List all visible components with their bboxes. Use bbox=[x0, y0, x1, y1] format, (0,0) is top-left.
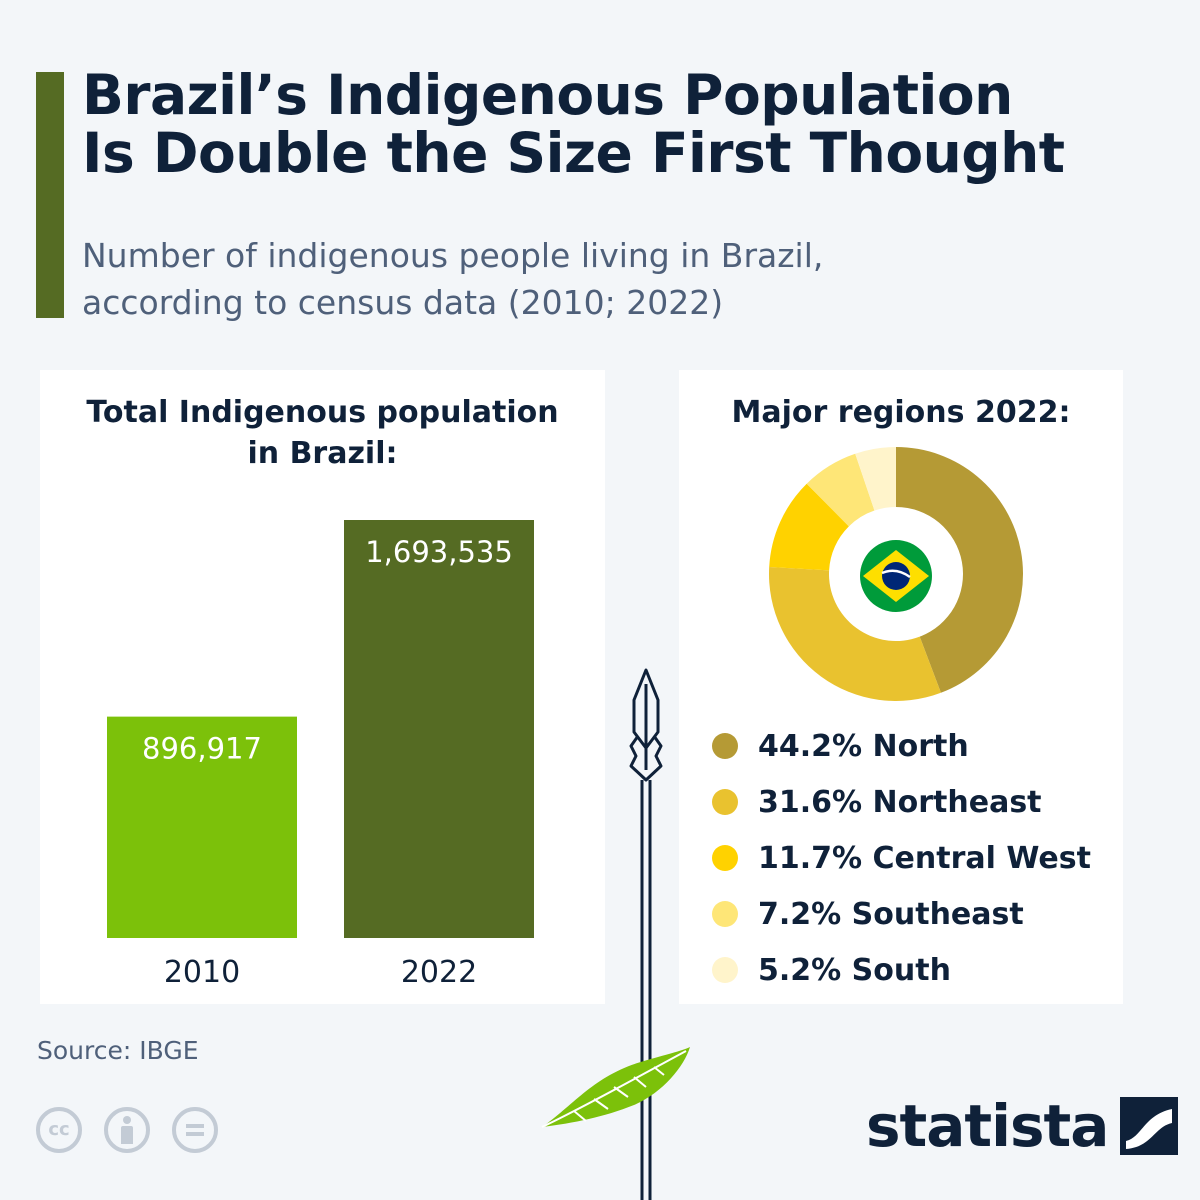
spear-icon bbox=[629, 668, 663, 1200]
license-icons bbox=[36, 1107, 240, 1153]
x-tick-label: 2010 bbox=[164, 955, 240, 990]
statista-logo-icon bbox=[1120, 1097, 1179, 1155]
legend-swatch bbox=[712, 901, 738, 927]
legend-item: 11.7% Central West bbox=[712, 830, 1091, 886]
brand-name: statista bbox=[866, 1092, 1109, 1160]
legend-item: 31.6% Northeast bbox=[712, 774, 1091, 830]
bar-chart-title-line-2: in Brazil: bbox=[247, 436, 398, 471]
page-title-line-1: Brazil’s Indigenous Population bbox=[82, 63, 1013, 127]
legend-item: 44.2% North bbox=[712, 718, 1091, 774]
legend-swatch bbox=[712, 845, 738, 871]
bar-value-label: 1,693,535 bbox=[365, 535, 513, 569]
legend-label: 11.7% Central West bbox=[758, 840, 1091, 876]
bar-2022 bbox=[344, 520, 534, 938]
page-title: Brazil’s Indigenous Population Is Double… bbox=[82, 66, 1182, 182]
bar-chart: 896,917 2010 1,693,535 2022 bbox=[107, 520, 534, 990]
bar-chart-title: Total Indigenous population in Brazil: bbox=[40, 392, 605, 474]
legend-swatch bbox=[712, 789, 738, 815]
x-tick-label: 2022 bbox=[401, 955, 477, 990]
donut-slice-south bbox=[855, 447, 896, 511]
legend-swatch bbox=[712, 957, 738, 983]
attribution-icon[interactable] bbox=[104, 1107, 150, 1153]
page-subtitle-line-2: according to census data (2010; 2022) bbox=[82, 283, 724, 322]
page-subtitle-line-1: Number of indigenous people living in Br… bbox=[82, 236, 824, 275]
donut-slice-northeast bbox=[769, 567, 941, 701]
donut-slice-southeast bbox=[806, 453, 875, 527]
legend-label: 5.2% South bbox=[758, 952, 951, 988]
source-note: Source: IBGE bbox=[37, 1036, 199, 1065]
bar-2010 bbox=[107, 716, 297, 938]
donut-legend: 44.2% North 31.6% Northeast 11.7% Central … bbox=[712, 718, 1091, 998]
brazil-flag-icon bbox=[860, 540, 932, 612]
page-title-line-2: Is Double the Size First Thought bbox=[82, 121, 1065, 185]
legend-item: 5.2% South bbox=[712, 942, 1091, 998]
legend-label: 44.2% North bbox=[758, 728, 969, 764]
donut-slice-north bbox=[896, 447, 1024, 693]
feather-icon bbox=[541, 1047, 690, 1128]
legend-swatch bbox=[712, 733, 738, 759]
statista-logo[interactable]: statista bbox=[866, 1092, 1179, 1160]
legend-label: 31.6% Northeast bbox=[758, 784, 1042, 820]
donut-slice-central-west bbox=[769, 483, 849, 571]
page-subtitle: Number of indigenous people living in Br… bbox=[82, 232, 1182, 326]
bar-chart-title-line-1: Total Indigenous population bbox=[86, 395, 559, 430]
donut-chart-title: Major regions 2022: bbox=[731, 395, 1071, 430]
bar-value-label: 896,917 bbox=[142, 732, 262, 766]
total-population-panel: Total Indigenous population in Brazil: 8… bbox=[40, 370, 605, 1004]
cc-icon[interactable] bbox=[36, 1107, 82, 1153]
donut-chart bbox=[769, 447, 1024, 701]
title-accent-bar bbox=[36, 72, 64, 318]
legend-item: 7.2% Southeast bbox=[712, 886, 1091, 942]
no-derivatives-icon[interactable] bbox=[172, 1107, 218, 1153]
legend-label: 7.2% Southeast bbox=[758, 896, 1024, 932]
regions-panel: Major regions 2022: 44.2% North 31.6% Nor… bbox=[679, 370, 1123, 1004]
